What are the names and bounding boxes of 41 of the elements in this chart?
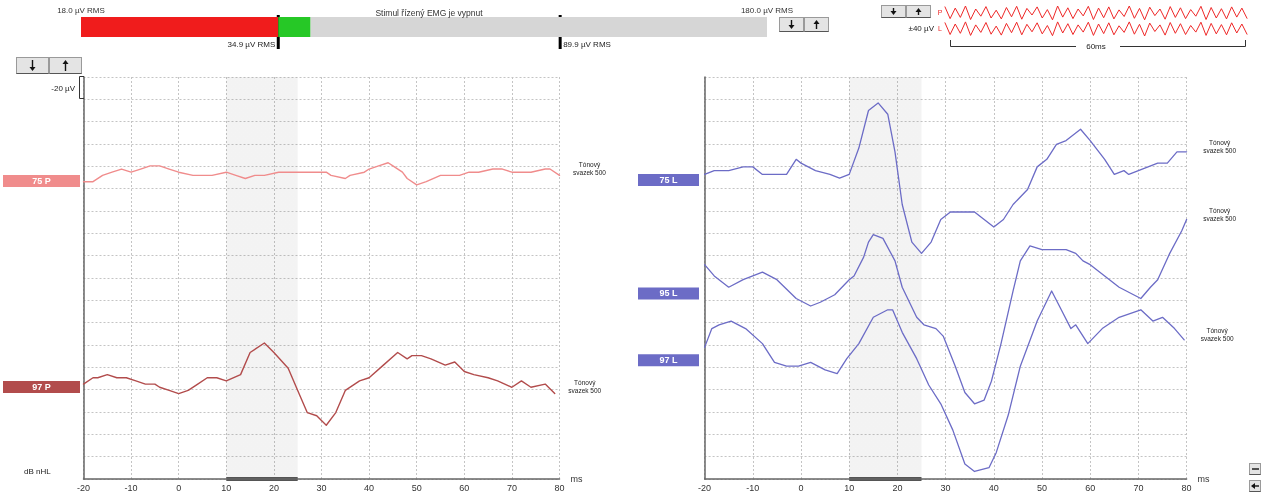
x-tick-label: 0 bbox=[798, 482, 804, 493]
text: 75 P bbox=[32, 176, 51, 187]
x-tick-label: -20 bbox=[76, 482, 91, 493]
bar bbox=[310, 17, 767, 37]
bar bbox=[278, 17, 311, 37]
x-tick-label: 50 bbox=[411, 482, 422, 493]
x-tick-label: 30 bbox=[316, 482, 327, 493]
x-tick-label: 10 bbox=[221, 482, 232, 493]
x-tick-label: -20 bbox=[698, 482, 712, 493]
x-tick-label: 60 bbox=[459, 482, 470, 493]
ref-line-label: 34.9 µV RMS bbox=[227, 39, 276, 49]
x-tick-label: 10 bbox=[844, 482, 855, 493]
x-axis-title: ms bbox=[1197, 474, 1210, 484]
x-tick-label: 0 bbox=[176, 482, 182, 493]
x-tick-label: -10 bbox=[124, 482, 138, 493]
text: 60ms bbox=[1086, 41, 1106, 51]
x-tick-label: 20 bbox=[268, 482, 279, 493]
x-tick-label: 18.0 µV RMS bbox=[57, 5, 105, 15]
bar bbox=[81, 17, 279, 37]
x-tick-label: 40 bbox=[988, 482, 999, 493]
text: 75 L bbox=[659, 175, 678, 186]
x-tick-label: 20 bbox=[892, 482, 903, 493]
x-tick-label: 30 bbox=[940, 482, 951, 493]
x-tick-label: -10 bbox=[746, 482, 760, 493]
x-tick-label: 80 bbox=[554, 482, 565, 493]
x-tick-label: 50 bbox=[1036, 482, 1048, 493]
text: ±40 µV bbox=[908, 23, 935, 33]
text: 97 P bbox=[32, 381, 51, 392]
x-tick-label: 60 bbox=[1085, 482, 1096, 493]
x-tick-label: 70 bbox=[506, 482, 517, 493]
x-tick-label: 40 bbox=[364, 482, 375, 493]
text: 95 L bbox=[659, 288, 678, 299]
x-tick-label: 180.0 µV RMS bbox=[740, 5, 794, 15]
text: -20 µV bbox=[51, 83, 76, 93]
x-axis-title: ms bbox=[570, 474, 583, 484]
text: dB nHL bbox=[24, 466, 52, 476]
ref-line-label: 89.9 µV RMS bbox=[563, 39, 611, 49]
text: 97 L bbox=[659, 355, 678, 366]
x-tick-label: 70 bbox=[1133, 482, 1144, 493]
x-tick-label: 80 bbox=[1181, 482, 1192, 493]
chart-title: Stimul řízený EMG je vypnut bbox=[375, 7, 484, 18]
